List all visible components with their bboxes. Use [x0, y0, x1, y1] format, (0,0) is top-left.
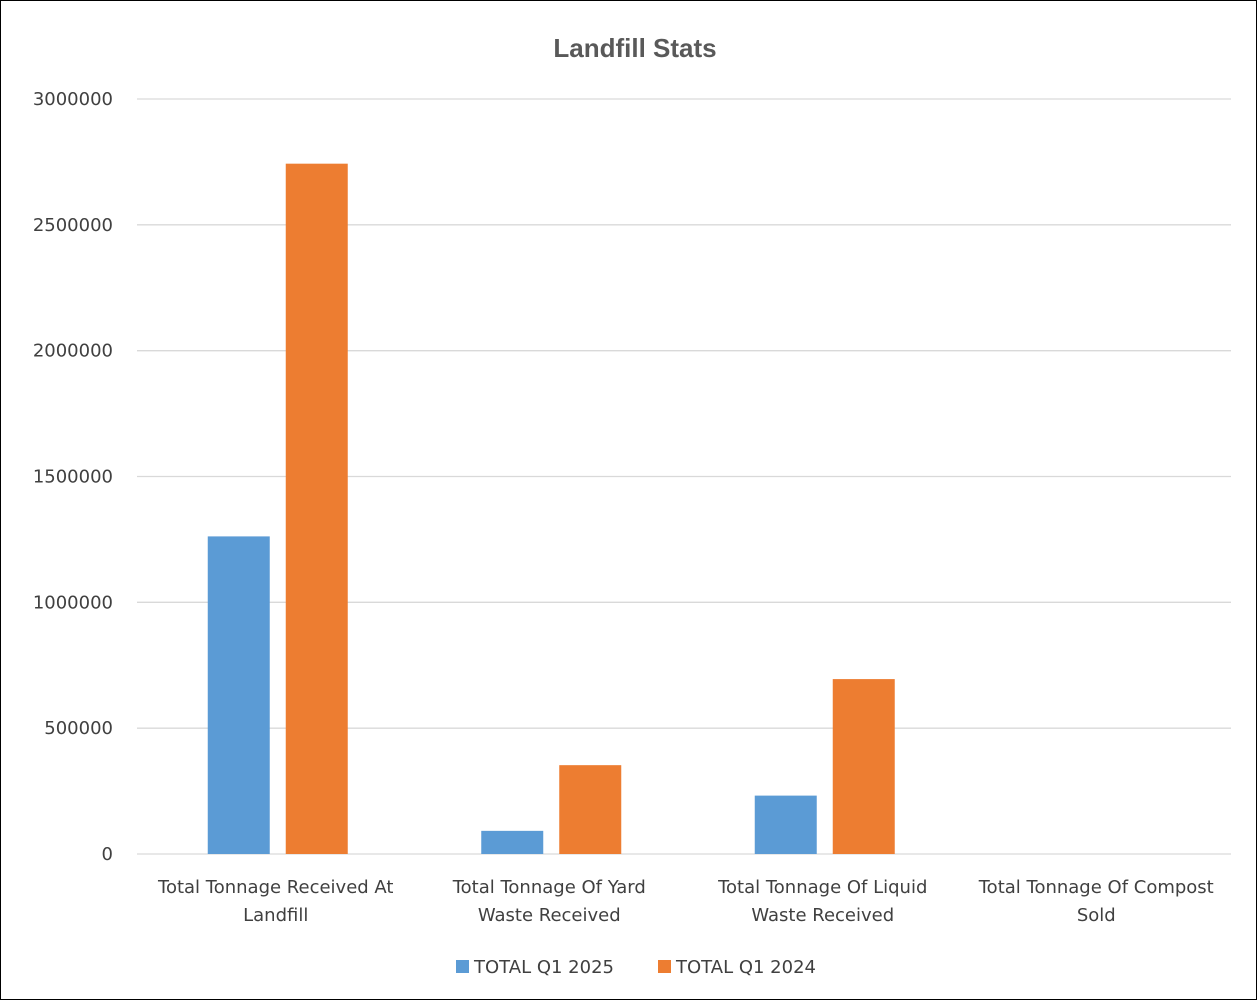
legend-label: TOTAL Q1 2024 — [675, 957, 816, 978]
x-category-label: Waste Received — [478, 905, 621, 926]
y-tick-label: 1500000 — [33, 467, 113, 488]
chart-title: Landfill Stats — [553, 33, 716, 63]
bar-q1-2025-1 — [481, 831, 543, 854]
y-tick-label: 3000000 — [33, 89, 113, 110]
bars — [208, 164, 895, 854]
y-tick-label: 1000000 — [33, 592, 113, 613]
legend-swatch — [658, 960, 671, 973]
bar-q1-2024-0 — [286, 164, 348, 854]
bar-q1-2024-2 — [833, 679, 895, 854]
x-category-label: Waste Received — [751, 905, 894, 926]
legend-label: TOTAL Q1 2025 — [473, 957, 614, 978]
y-tick-label: 2000000 — [33, 341, 113, 362]
x-category-label: Total Tonnage Of Liquid — [717, 877, 927, 898]
x-category-label: Total Tonnage Of Compost — [978, 877, 1214, 898]
legend-swatch — [456, 960, 469, 973]
bar-q1-2024-1 — [559, 765, 621, 854]
x-axis-category-labels: Total Tonnage Received At Landfill Total T… — [157, 877, 1214, 926]
x-category-label: Total Tonnage Of Yard — [452, 877, 646, 898]
legend: TOTAL Q1 2025 TOTAL Q1 2024 — [456, 957, 816, 978]
x-category-label: Total Tonnage Received At — [157, 877, 393, 898]
bar-q1-2025-0 — [208, 536, 270, 854]
y-tick-label: 500000 — [44, 718, 113, 739]
bar-q1-2025-2 — [755, 796, 817, 854]
y-tick-label: 0 — [102, 844, 113, 865]
x-category-label: Sold — [1077, 905, 1116, 926]
y-axis-ticks: 0 500000 1000000 1500000 2000000 2500000 30000… — [33, 89, 113, 865]
x-category-label: Landfill — [243, 905, 308, 926]
y-tick-label: 2500000 — [33, 215, 113, 236]
